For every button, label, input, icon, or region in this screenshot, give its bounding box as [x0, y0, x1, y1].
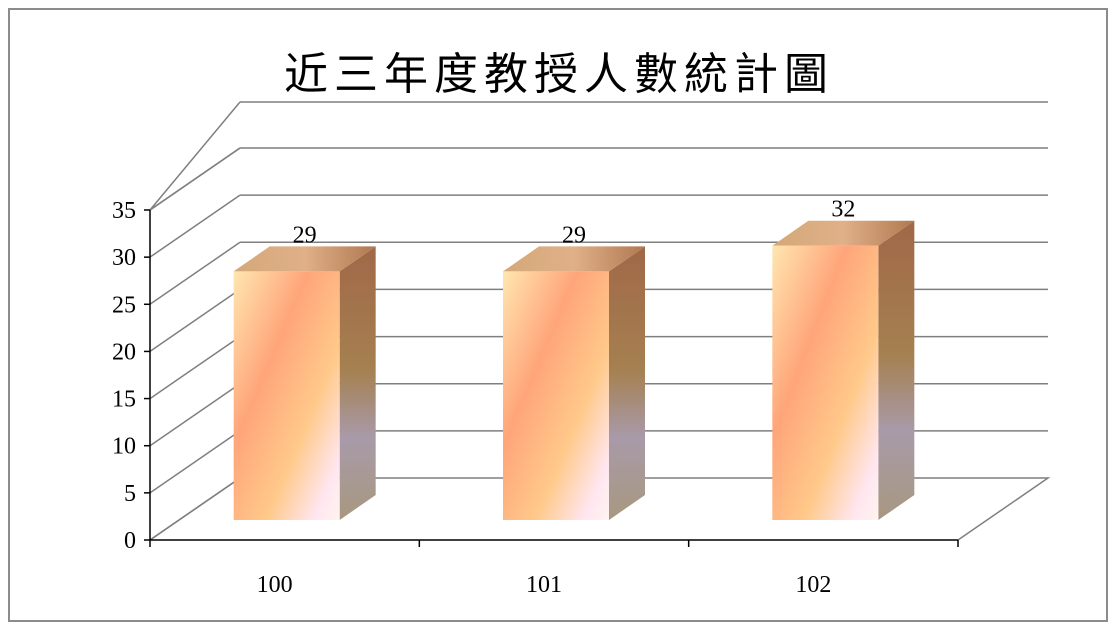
- bar: [503, 271, 609, 520]
- gridline-side: [149, 194, 241, 258]
- gridline-side: [149, 477, 241, 541]
- bar-top-face: [233, 246, 376, 272]
- gridline-side: [149, 241, 241, 305]
- bar-side-face: [339, 246, 376, 520]
- y-tick-label: 15: [112, 387, 136, 413]
- y-tick-label: 5: [124, 481, 136, 507]
- data-label: 29: [562, 222, 586, 248]
- y-tick-label: 35: [112, 198, 136, 224]
- gridline-side: [149, 383, 241, 447]
- bar-top-face: [772, 220, 915, 246]
- y-tick-label: 10: [112, 434, 136, 460]
- data-label: 32: [831, 197, 855, 223]
- bar: [772, 245, 879, 520]
- x-tick-label: 100: [257, 572, 293, 598]
- y-tick-label: 30: [112, 245, 136, 271]
- gridline-side: [149, 101, 241, 211]
- gridline-side: [149, 335, 241, 400]
- y-tick-label: 25: [112, 292, 136, 318]
- data-label: 29: [293, 222, 317, 248]
- y-tick-label: 0: [124, 528, 136, 554]
- gridline-side: [149, 288, 241, 353]
- bar-top-face: [503, 246, 645, 272]
- bar-side-face: [609, 246, 645, 520]
- chart-title: 近三年度教授人數統計圖: [284, 49, 834, 100]
- y-tick-label: 20: [112, 339, 136, 365]
- gridline-side: [149, 430, 241, 494]
- bar-side-face: [878, 220, 915, 520]
- x-tick-label: 102: [795, 572, 831, 598]
- bar: [233, 271, 340, 520]
- gridline-side: [149, 147, 241, 211]
- x-tick-label: 101: [526, 572, 562, 598]
